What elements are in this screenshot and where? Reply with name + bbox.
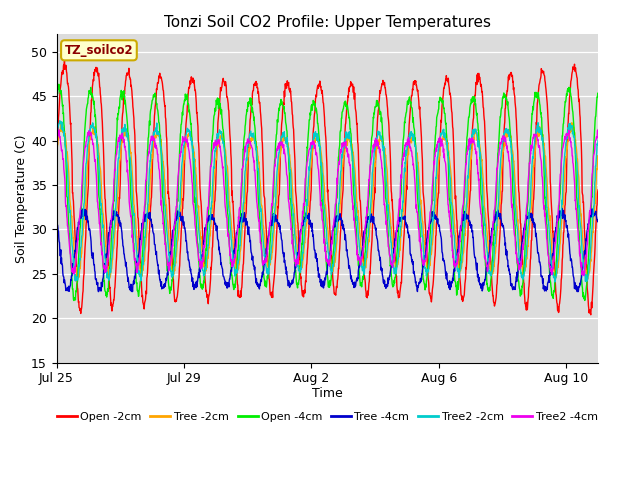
Tree2 -4cm xyxy=(595,127,602,132)
Line: Tree -4cm: Tree -4cm xyxy=(56,208,598,291)
Tree -2cm xyxy=(173,249,180,255)
Line: Open -4cm: Open -4cm xyxy=(56,84,598,300)
Tree2 -2cm xyxy=(173,234,181,240)
Tree2 -2cm xyxy=(56,118,63,124)
Tree -2cm xyxy=(68,214,76,219)
Tree2 -4cm xyxy=(476,185,483,191)
Open -4cm xyxy=(52,91,60,96)
Tree2 -4cm xyxy=(580,273,588,278)
Tree -4cm xyxy=(476,279,483,285)
Open -2cm xyxy=(476,76,483,82)
Y-axis label: Soil Temperature (C): Soil Temperature (C) xyxy=(15,134,28,263)
Open -4cm xyxy=(55,82,63,87)
Tree2 -2cm xyxy=(344,132,351,138)
Open -4cm xyxy=(595,94,602,99)
Tree -2cm xyxy=(595,155,602,160)
Tree -2cm xyxy=(475,140,483,146)
Tree2 -4cm xyxy=(68,266,76,272)
Tree -2cm xyxy=(344,142,351,147)
Open -4cm xyxy=(189,145,196,151)
Tree -4cm xyxy=(173,214,181,220)
Open -4cm xyxy=(476,145,483,151)
Tree2 -2cm xyxy=(476,143,483,149)
Tree2 -4cm xyxy=(173,192,181,198)
Text: TZ_soilco2: TZ_soilco2 xyxy=(65,44,133,57)
Tree -2cm xyxy=(141,243,149,249)
Tree2 -2cm xyxy=(595,137,602,143)
Tree -4cm xyxy=(142,218,150,224)
Tree2 -4cm xyxy=(142,178,150,183)
Tree2 -2cm xyxy=(68,238,76,243)
Line: Tree2 -2cm: Tree2 -2cm xyxy=(56,121,598,282)
Tree -4cm xyxy=(68,273,76,278)
Open -2cm xyxy=(61,58,68,64)
Tree -4cm xyxy=(595,217,602,223)
Line: Tree2 -4cm: Tree2 -4cm xyxy=(56,128,598,276)
Open -4cm xyxy=(173,196,181,202)
Tree -4cm xyxy=(344,254,351,260)
Open -4cm xyxy=(68,275,76,280)
Open -2cm xyxy=(68,154,76,159)
Open -4cm xyxy=(344,108,352,113)
Line: Open -2cm: Open -2cm xyxy=(56,61,598,315)
Open -2cm xyxy=(344,97,351,103)
Tree -4cm xyxy=(95,288,102,294)
Open -2cm xyxy=(587,312,595,318)
Tree -4cm xyxy=(52,218,60,224)
Tree2 -4cm xyxy=(54,125,61,131)
Tree -4cm xyxy=(188,277,196,283)
Open -2cm xyxy=(595,187,602,193)
Tree2 -4cm xyxy=(52,128,60,133)
Open -4cm xyxy=(142,188,150,193)
Tree -2cm xyxy=(52,150,60,156)
Tree2 -4cm xyxy=(344,154,351,160)
Tree -2cm xyxy=(188,141,196,146)
Tree2 -4cm xyxy=(188,180,196,186)
Legend: Open -2cm, Tree -2cm, Open -4cm, Tree -4cm, Tree2 -2cm, Tree2 -4cm: Open -2cm, Tree -2cm, Open -4cm, Tree -4… xyxy=(52,408,602,427)
X-axis label: Time: Time xyxy=(312,387,342,400)
Tree2 -2cm xyxy=(551,279,559,285)
Tree2 -2cm xyxy=(52,133,60,139)
Open -2cm xyxy=(52,182,60,188)
Line: Tree -2cm: Tree -2cm xyxy=(56,123,598,279)
Open -2cm xyxy=(142,292,150,298)
Open -4cm xyxy=(70,298,77,303)
Open -2cm xyxy=(188,77,196,83)
Tree2 -2cm xyxy=(188,145,196,151)
Tree -2cm xyxy=(584,276,591,282)
Tree2 -2cm xyxy=(142,225,150,230)
Tree -2cm xyxy=(568,120,576,126)
Tree -4cm xyxy=(558,205,566,211)
Title: Tonzi Soil CO2 Profile: Upper Temperatures: Tonzi Soil CO2 Profile: Upper Temperatur… xyxy=(164,15,491,30)
Open -2cm xyxy=(173,295,181,300)
